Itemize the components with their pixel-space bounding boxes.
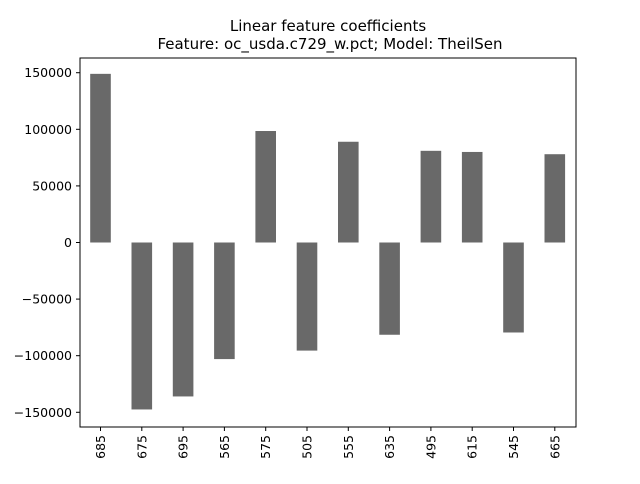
- bar-685: [90, 73, 111, 243]
- bar-695: [172, 242, 194, 397]
- y-tick-label: −50000: [22, 292, 72, 307]
- bars-layer: [90, 73, 566, 410]
- bar-635: [379, 242, 400, 335]
- bar-615: [461, 151, 483, 243]
- bar-545: [503, 242, 524, 333]
- y-tick-label: 150000: [24, 65, 72, 80]
- bar-565: [214, 242, 235, 360]
- bar-505: [296, 242, 318, 351]
- chart-subtitle: Feature: oc_usda.c729_w.pct; Model: Thei…: [157, 35, 502, 54]
- bar-575: [255, 131, 276, 243]
- y-tick-label: 50000: [32, 178, 72, 193]
- x-tick-label: 675: [134, 435, 149, 459]
- y-tick-label: 0: [64, 235, 72, 250]
- x-tick-label: 615: [465, 435, 480, 459]
- chart-title: Linear feature coefficients: [230, 17, 426, 35]
- x-tick-label: 635: [382, 435, 397, 459]
- y-tick-label: −150000: [14, 405, 72, 420]
- bar-495: [420, 150, 442, 243]
- x-tick-label: 565: [217, 435, 232, 459]
- x-tick-label: 685: [93, 435, 108, 459]
- x-tick-label: 665: [547, 435, 562, 459]
- x-tick-label: 695: [176, 435, 191, 459]
- y-axis: −150000 −100000 −50000 0 50000 100000 150000: [14, 65, 80, 420]
- x-tick-label: 545: [506, 435, 521, 459]
- x-tick-label: 555: [341, 435, 356, 459]
- bar-555: [338, 141, 359, 243]
- x-tick-label: 505: [300, 435, 315, 459]
- bar-665: [544, 154, 566, 243]
- y-tick-label: 100000: [24, 122, 72, 137]
- y-tick-label: −100000: [14, 348, 72, 363]
- x-axis: 685 675 695 565 575 505 555 635 495 615 545 665: [93, 427, 562, 459]
- bar-675: [131, 242, 153, 410]
- x-tick-label: 575: [258, 435, 273, 459]
- plot-frame: [79, 57, 577, 428]
- x-tick-label: 495: [423, 435, 438, 459]
